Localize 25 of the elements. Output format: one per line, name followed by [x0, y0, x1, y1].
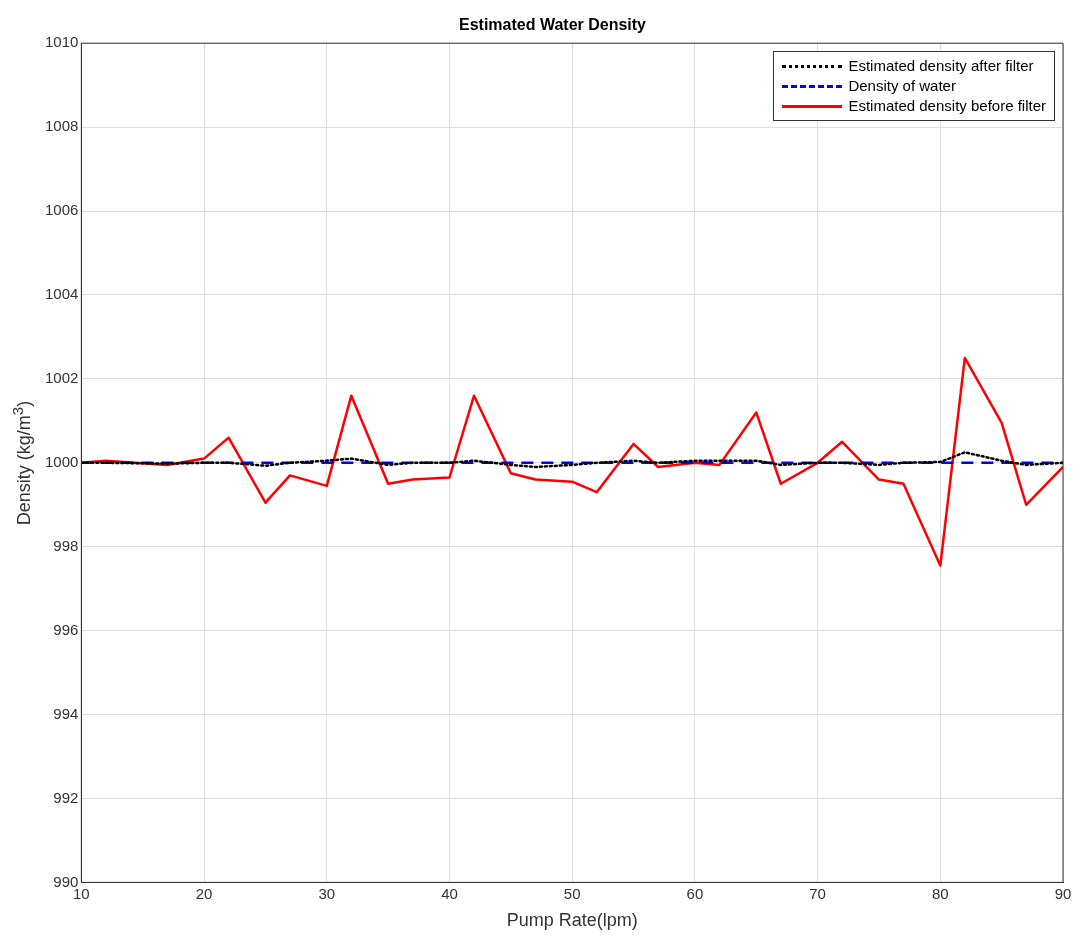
line-series — [81, 451, 1063, 469]
y-tick-label: 998 — [53, 536, 79, 554]
chart-title: Estimated Water Density — [458, 16, 647, 34]
y-tick-label: 992 — [53, 788, 79, 806]
y-tick-label: 1008 — [44, 117, 79, 135]
y-tick-label: 1006 — [44, 201, 79, 219]
y-tick-label: 994 — [53, 704, 79, 722]
x-tick-label: 30 — [318, 884, 336, 902]
x-tick-label: 20 — [195, 884, 213, 902]
x-axis-title: Pump Rate(lpm) — [506, 910, 638, 931]
legend-label: Estimated density before filter — [848, 96, 1046, 117]
x-tick-label: 90 — [1054, 884, 1072, 902]
y-tick-label: 1000 — [44, 452, 79, 470]
legend-label: Density of water — [848, 76, 956, 97]
x-tick-label: 70 — [809, 884, 826, 902]
y-tick-label: 990 — [53, 872, 79, 890]
y-tick-label: 1002 — [44, 369, 79, 387]
x-tick-label: 60 — [686, 884, 704, 902]
x-tick-label: 40 — [441, 884, 458, 902]
x-tick-label: 50 — [563, 884, 581, 902]
x-tick-label: 80 — [931, 884, 949, 902]
y-tick-label: 996 — [53, 620, 79, 638]
y-tick-label: 1010 — [44, 33, 79, 51]
legend-label: Estimated density after filter — [848, 56, 1034, 77]
y-tick-label: 1004 — [44, 285, 79, 303]
